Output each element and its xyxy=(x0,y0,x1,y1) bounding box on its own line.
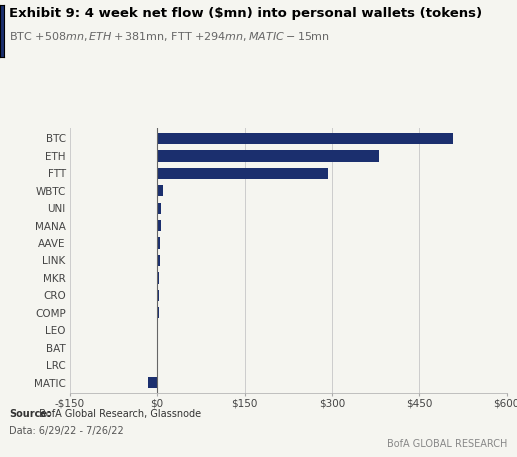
Bar xyxy=(157,255,160,266)
Bar xyxy=(157,290,159,301)
Text: Source:: Source: xyxy=(9,409,51,419)
Bar xyxy=(157,150,379,161)
Bar xyxy=(157,202,161,214)
Text: BofA Global Research, Glassnode: BofA Global Research, Glassnode xyxy=(36,409,201,419)
Text: Exhibit 9: 4 week net flow ($mn) into personal wallets (tokens): Exhibit 9: 4 week net flow ($mn) into pe… xyxy=(9,7,482,20)
Bar xyxy=(157,220,161,231)
Text: BTC +$508mn, ETH +$381mn, FTT +$294mn, MATIC -$15mn: BTC +$508mn, ETH +$381mn, FTT +$294mn, M… xyxy=(9,30,330,43)
Bar xyxy=(157,185,163,197)
Bar xyxy=(157,168,328,179)
Bar xyxy=(148,377,157,388)
Bar xyxy=(157,342,158,353)
Bar xyxy=(157,307,159,319)
Bar xyxy=(157,324,158,336)
Text: Data: 6/29/22 - 7/26/22: Data: 6/29/22 - 7/26/22 xyxy=(9,426,124,436)
Bar xyxy=(157,133,453,144)
Text: BofA GLOBAL RESEARCH: BofA GLOBAL RESEARCH xyxy=(387,439,508,449)
Bar xyxy=(157,237,160,249)
Bar xyxy=(157,272,160,284)
